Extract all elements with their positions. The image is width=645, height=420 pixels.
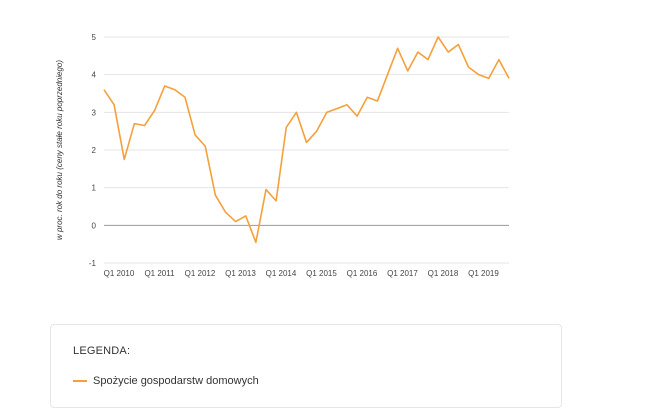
x-tick-label: Q1 2012 [185,269,216,278]
y-tick-label: 4 [92,71,97,80]
x-tick-label: Q1 2010 [104,269,135,278]
x-tick-label: Q1 2011 [144,269,175,278]
y-tick-label: 2 [92,146,97,155]
series-line [103,36,510,244]
y-tick-label: 5 [92,33,97,42]
x-tick-label: Q1 2013 [225,269,256,278]
x-tick-label: Q1 2017 [387,269,418,278]
y-tick-label: 1 [92,184,97,193]
x-axis-ticks: Q1 2010 Q1 2011 Q1 2012 Q1 2013 Q1 2014 Q1 20… [104,269,500,278]
x-tick-label: Q1 2019 [468,269,499,278]
y-tick-label: -1 [89,259,97,268]
x-tick-label: Q1 2018 [428,269,459,278]
legend-item-household-consumption: Spożycie gospodarstw domowych [73,375,259,387]
legend-panel: LEGENDA: Spożycie gospodarstw domowych [50,324,562,408]
y-axis-label: w proc. rok do roku (ceny stałe roku pop… [55,60,64,240]
y-tick-label: 0 [92,221,97,230]
x-tick-label: Q1 2014 [266,269,297,278]
legend-swatch [73,380,87,382]
y-tick-label: 3 [92,108,97,117]
series-lines [103,36,510,244]
x-tick-label: Q1 2016 [347,269,378,278]
y-axis-ticks: -1 0 1 2 3 4 5 [89,33,97,268]
x-tick-label: Q1 2015 [306,269,337,278]
gridlines [104,36,509,264]
legend-title: LEGENDA: [73,345,131,357]
legend-item-label: Spożycie gospodarstw domowych [93,375,259,387]
